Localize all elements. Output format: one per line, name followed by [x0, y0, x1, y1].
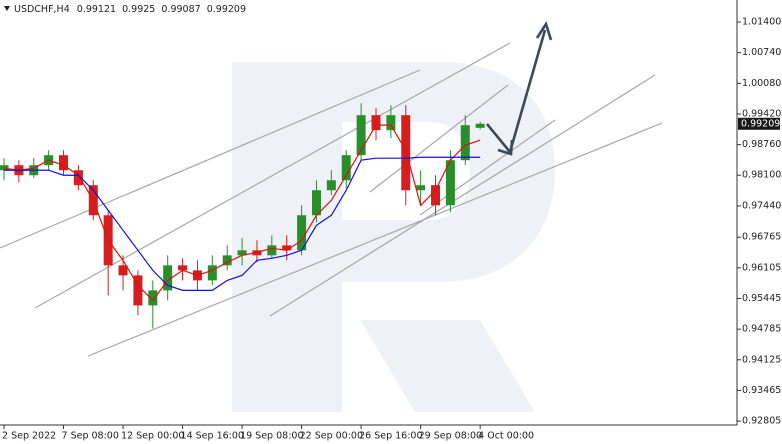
price-label: 0.99209 [741, 118, 780, 129]
candle-body [311, 190, 321, 216]
x-tick-label: 7 Sep 08:00 [62, 431, 119, 442]
low-value: 0.99087 [161, 4, 200, 15]
candle-body [475, 123, 485, 128]
high-value: 0.9925 [122, 4, 155, 15]
price-label-box [738, 117, 780, 130]
x-tick-label: 22 Sep 00:00 [300, 431, 363, 442]
menu-triangle[interactable] [4, 6, 10, 11]
y-tick-label: 0.99420 [742, 108, 781, 119]
header: USDCHF,H4 0.99121 0.9925 0.99087 0.99209 [14, 4, 246, 15]
x-tick-label: 4 Oct 00:00 [478, 431, 534, 442]
x-tick-label: 12 Sep 00:00 [121, 431, 184, 442]
candle-body [445, 160, 455, 206]
candle-body [341, 155, 351, 181]
x-tick-label: 26 Sep 16:00 [359, 431, 422, 442]
candle-body [326, 180, 336, 191]
candle-body [431, 185, 441, 206]
y-tick-label: 0.92805 [742, 416, 781, 427]
y-tick-label: 0.93465 [742, 385, 781, 396]
indicator-line [3, 124, 481, 302]
candle-body [59, 155, 69, 171]
x-tick-label: 14 Sep 16:00 [181, 431, 244, 442]
candle-body [297, 215, 307, 251]
candle-body [207, 265, 217, 281]
x-tick-label: 19 Sep 08:00 [240, 431, 303, 442]
y-tick-label: 0.96105 [742, 262, 781, 273]
candle-body [118, 265, 128, 276]
candle-body [371, 115, 381, 131]
candle-body [133, 275, 143, 306]
candle-body [267, 245, 277, 256]
candle-body [416, 185, 426, 191]
plot-area [0, 103, 485, 329]
indicator-line [4, 156, 481, 291]
candle-body [386, 115, 396, 131]
candle-body [163, 265, 173, 291]
y-tick-label: 0.95445 [742, 293, 781, 304]
candle-body [237, 250, 247, 256]
trendlines [0, 42, 663, 357]
open-value: 0.99121 [77, 4, 116, 15]
y-tick-label: 0.94785 [742, 324, 781, 335]
y-tick-label: 0.94125 [742, 354, 781, 365]
forecast-arrows [485, 20, 553, 156]
candle-body [148, 290, 158, 306]
y-tick-label: 0.98100 [742, 170, 781, 181]
x-tick-label: 29 Sep 08:00 [419, 431, 482, 442]
candle-body [178, 265, 188, 271]
y-tick-label: 1.01400 [742, 17, 781, 28]
symbol: USDCHF,H4 [14, 4, 70, 15]
candle-body [401, 115, 411, 191]
candle-body [356, 115, 366, 156]
candle-body [222, 255, 232, 266]
candle-body [282, 245, 292, 251]
candle-body [73, 170, 83, 186]
candle-body [460, 125, 470, 161]
close-value: 0.99209 [207, 4, 246, 15]
y-tick-label: 1.00080 [742, 78, 781, 89]
y-tick-label: 0.98760 [742, 139, 781, 150]
y-tick-label: 0.96765 [742, 232, 781, 243]
y-tick-label: 0.97440 [742, 200, 781, 211]
y-tick-label: 1.00740 [742, 47, 781, 58]
x-tick-label: 2 Sep 2022 [2, 431, 56, 442]
